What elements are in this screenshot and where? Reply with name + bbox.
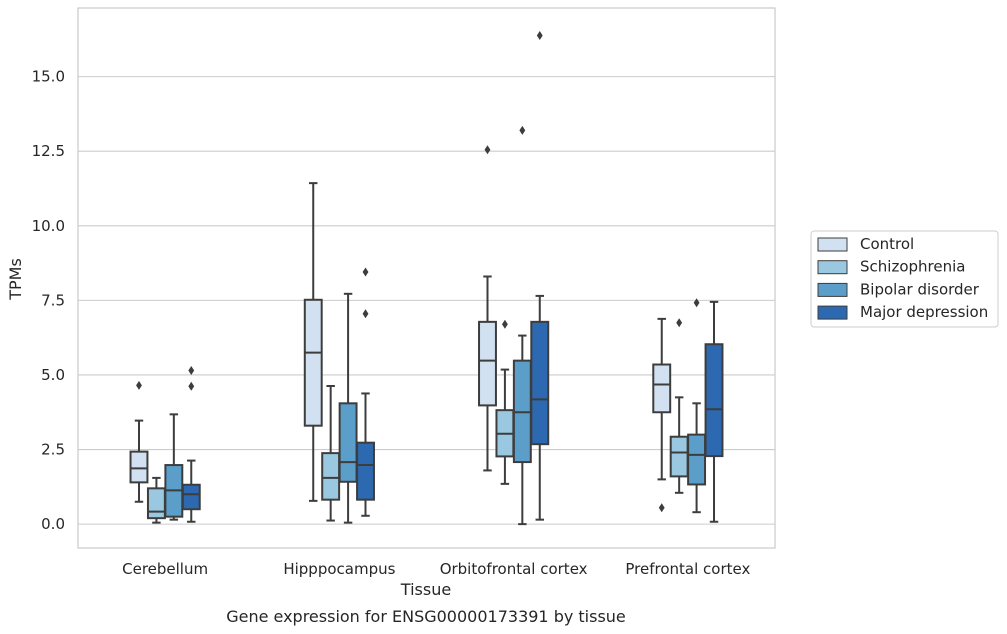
box-group — [478, 145, 497, 472]
box-group — [129, 380, 149, 503]
legend-label: Schizophrenia — [860, 258, 965, 276]
grid-lines — [78, 76, 775, 525]
x-tick-label: Orbitofrontal cortex — [440, 560, 588, 578]
outlier-point — [484, 145, 491, 155]
box-group — [669, 318, 689, 494]
y-tick-label: 10.0 — [32, 217, 65, 235]
box-group — [652, 317, 672, 513]
iqr-box — [146, 487, 166, 520]
box-group — [704, 300, 724, 523]
iqr-box — [704, 343, 724, 458]
x-tick-label: Prefrontal cortex — [625, 560, 750, 578]
x-axis-ticks: Cerebellum Hipppocampus Orbitofrontal cort… — [122, 560, 750, 578]
y-tick-label: 2.5 — [41, 441, 65, 459]
y-axis-label: TPMs — [6, 258, 25, 301]
plot-area-frame — [77, 7, 776, 549]
legend-frame — [810, 230, 999, 328]
outlier-point — [501, 319, 508, 329]
outlier-point — [136, 380, 142, 390]
legend-label: Major depression — [860, 303, 988, 321]
iqr-box — [181, 483, 201, 511]
box-plot-marks — [129, 30, 724, 526]
y-axis-ticks: 0.0 2.5 5.0 7.5 10.0 12.5 15.0 — [32, 68, 65, 534]
iqr-box — [669, 435, 689, 478]
box-group — [181, 365, 201, 523]
iqr-box — [478, 320, 497, 407]
y-tick-label: 15.0 — [32, 68, 65, 86]
iqr-box — [530, 320, 550, 446]
iqr-box — [687, 433, 707, 486]
y-tick-label: 7.5 — [41, 291, 65, 309]
legend-swatch — [817, 260, 848, 275]
legend-label: Control — [860, 235, 914, 253]
outlier-point — [188, 381, 195, 391]
box-group — [338, 292, 358, 524]
outlier-point — [658, 503, 665, 513]
legend-swatch — [817, 237, 848, 252]
legend-swatch — [817, 282, 848, 297]
iqr-box — [129, 450, 149, 484]
box-group — [495, 319, 515, 485]
legend: Control Schizophrenia Bipolar disorder Majo… — [810, 230, 999, 328]
outlier-point — [362, 309, 369, 319]
x-axis-label: Tissue — [400, 580, 451, 599]
iqr-box — [321, 452, 341, 501]
box-group — [356, 267, 375, 517]
y-tick-label: 0.0 — [41, 515, 65, 533]
box-group — [687, 298, 707, 514]
legend-swatch — [817, 305, 848, 320]
iqr-box — [652, 363, 672, 414]
x-tick-label: Hipppocampus — [283, 560, 395, 578]
chart-caption: Gene expression for ENSG00000173391 by t… — [226, 607, 626, 626]
outlier-point — [362, 267, 369, 277]
y-tick-label: 5.0 — [41, 366, 65, 384]
y-tick-label: 12.5 — [32, 142, 65, 160]
outlier-point — [188, 365, 195, 375]
iqr-box — [303, 298, 323, 427]
outlier-point — [536, 30, 543, 40]
box-group — [512, 125, 532, 526]
box-group — [146, 476, 166, 524]
x-tick-label: Cerebellum — [122, 560, 208, 578]
box-group — [530, 30, 550, 521]
box-group — [164, 413, 184, 521]
box-group — [303, 182, 323, 502]
outlier-point — [676, 318, 683, 328]
box-group — [321, 385, 341, 522]
legend-label: Bipolar disorder — [860, 280, 980, 298]
outlier-point — [519, 125, 526, 135]
iqr-box — [356, 441, 375, 501]
iqr-box — [338, 402, 358, 483]
outlier-point — [693, 298, 700, 308]
